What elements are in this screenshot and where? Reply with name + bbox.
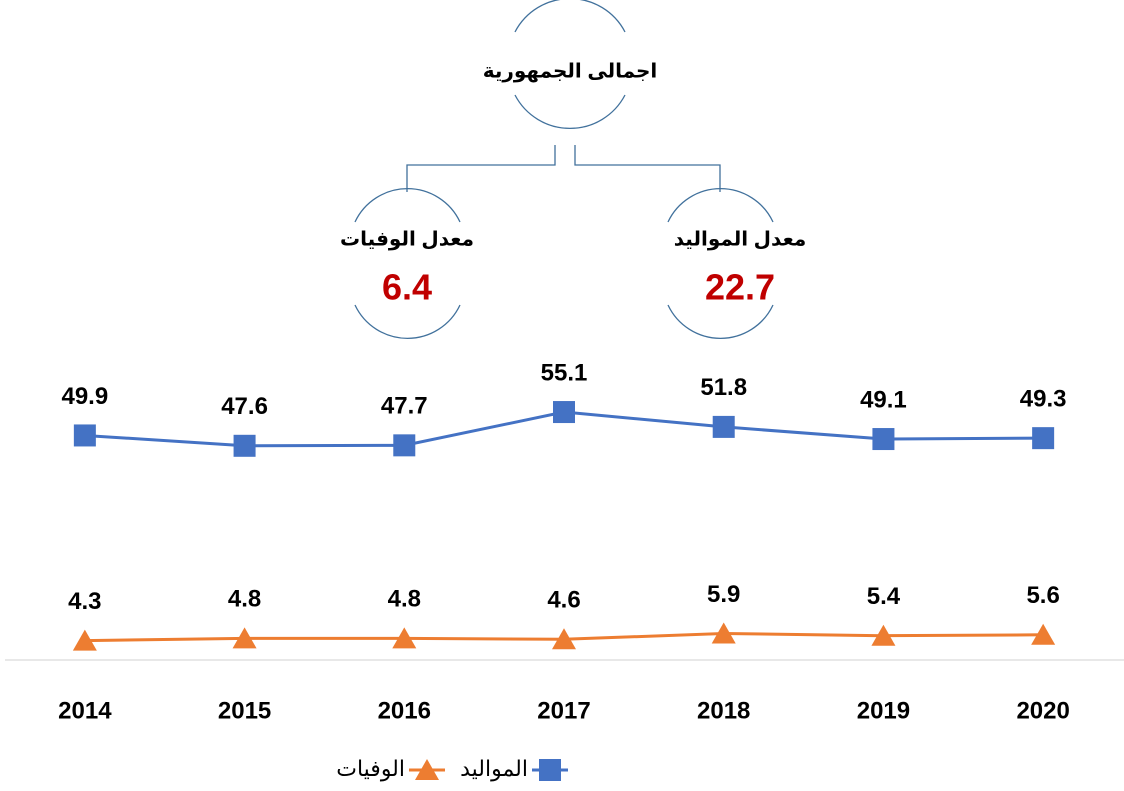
marker [73,424,96,447]
births-arc-top [667,188,774,223]
marker [871,624,896,646]
legend-swatch [415,759,439,780]
data-label: 4.3 [68,588,101,615]
marker [711,622,736,644]
data-label: 47.6 [221,393,268,420]
marker [393,434,416,457]
data-label: 49.3 [1020,385,1067,412]
x-tick-label: 2018 [697,697,750,724]
marker [233,434,256,457]
births-label: معدل المواليد [674,228,807,250]
marker [392,627,417,649]
data-label: 5.6 [1026,582,1059,609]
data-label: 49.1 [860,386,907,413]
marker [872,428,895,451]
connector [574,145,721,192]
data-label: 49.9 [61,383,108,410]
marker [553,401,575,424]
x-tick-label: 2016 [378,697,431,724]
legend-label: المواليد [460,756,528,781]
marker [552,628,576,650]
marker [1031,623,1056,645]
data-label: 4.6 [547,587,580,614]
deaths-arc-bottom [354,304,461,339]
data-label: 4.8 [228,586,261,613]
title-arc-bottom [514,94,626,129]
x-tick-label: 2015 [218,697,271,724]
births-arc-bottom [667,304,774,339]
legend-label: الوفيات [336,756,405,781]
x-tick-label: 2017 [537,697,590,724]
title-arc-top [514,0,626,33]
deaths-label: معدل الوفيات [340,228,474,250]
data-label: 5.9 [707,581,740,608]
x-tick-label: 2019 [857,697,910,724]
marker [1032,427,1055,450]
diagram-title: اجمالى الجمهورية [483,60,658,82]
marker [72,629,97,651]
deaths-arc-top [354,188,461,223]
data-label: 47.7 [381,393,428,420]
deaths-value: 6.4 [382,267,432,308]
data-label: 5.4 [867,583,901,610]
connector [406,145,556,192]
x-tick-label: 2014 [58,697,112,724]
legend-swatch [539,759,561,781]
marker [712,415,735,438]
births-value: 22.7 [705,267,775,308]
data-label: 51.8 [700,374,747,401]
data-label: 55.1 [541,359,588,386]
data-label: 4.8 [388,586,421,613]
x-tick-label: 2020 [1016,697,1069,724]
marker [232,627,257,649]
